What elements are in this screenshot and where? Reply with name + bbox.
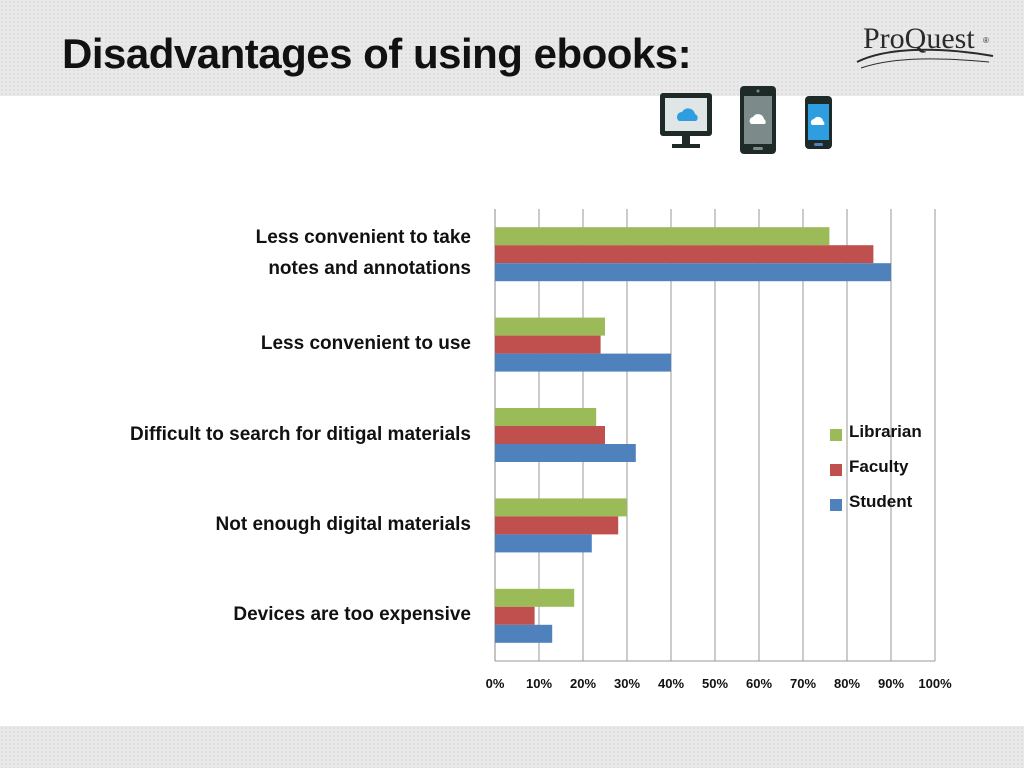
legend-swatch [830, 499, 842, 511]
desktop-monitor-icon [660, 93, 712, 148]
logo-trademark: ® [983, 36, 989, 45]
bar-librarian [495, 317, 605, 336]
category-label-line: Devices are too expensive [233, 604, 471, 626]
bar-student [495, 353, 671, 372]
legend-label: Librarian [849, 422, 922, 441]
category-label: Devices are too expensive [11, 599, 471, 630]
logo-swoosh-icon [856, 48, 994, 69]
category-label: Less convenient to use [11, 328, 471, 359]
legend-label: Student [849, 492, 913, 511]
category-label: Less convenient to take notes and annotat… [11, 222, 471, 284]
x-tick-label: 90% [878, 676, 904, 691]
legend-swatch [830, 429, 842, 441]
x-tick-label: 50% [702, 676, 728, 691]
x-tick-label: 20% [570, 676, 596, 691]
category-label-line: Less convenient to use [260, 333, 471, 355]
legend-label: Faculty [849, 457, 909, 476]
smartphone-icon [805, 96, 832, 149]
category-label: Not enough digital materials [11, 509, 471, 540]
category-label-line: notes and annotations [268, 258, 471, 280]
footer-band [0, 726, 1024, 768]
header-band [0, 0, 1024, 96]
bar-student [495, 263, 891, 282]
legend-swatch [830, 464, 842, 476]
device-icons [660, 86, 832, 154]
bar-student [495, 444, 636, 462]
category-label: Difficult to search for ditigal material… [11, 419, 471, 450]
x-tick-label: 40% [658, 676, 684, 691]
bar-librarian [495, 408, 597, 426]
x-tick-label: 70% [790, 676, 816, 691]
bar-student [495, 534, 592, 553]
x-tick-label: 10% [526, 676, 552, 691]
bar-faculty [495, 335, 601, 354]
bar-faculty [495, 516, 619, 535]
category-label-line: Difficult to search for ditigal material… [129, 423, 471, 445]
x-tick-label: 60% [746, 676, 772, 691]
x-tick-label: 30% [614, 676, 640, 691]
bar-faculty [495, 426, 605, 444]
x-tick-label: 0% [486, 676, 505, 691]
x-tick-label: 100% [918, 676, 952, 691]
bar-librarian [495, 227, 830, 246]
bar-faculty [495, 245, 874, 264]
x-tick-label: 80% [834, 676, 860, 691]
category-label-line: Less convenient to take [255, 227, 471, 249]
bar-student [495, 624, 553, 643]
category-label-line: Not enough digital materials [215, 513, 471, 535]
slide-title: Disadvantages of using ebooks: [62, 30, 692, 77]
bar-librarian [495, 588, 575, 607]
tablet-icon [740, 86, 776, 154]
proquest-logo: ProQuest ® [855, 22, 995, 82]
bar-librarian [495, 498, 627, 517]
bar-faculty [495, 606, 535, 625]
